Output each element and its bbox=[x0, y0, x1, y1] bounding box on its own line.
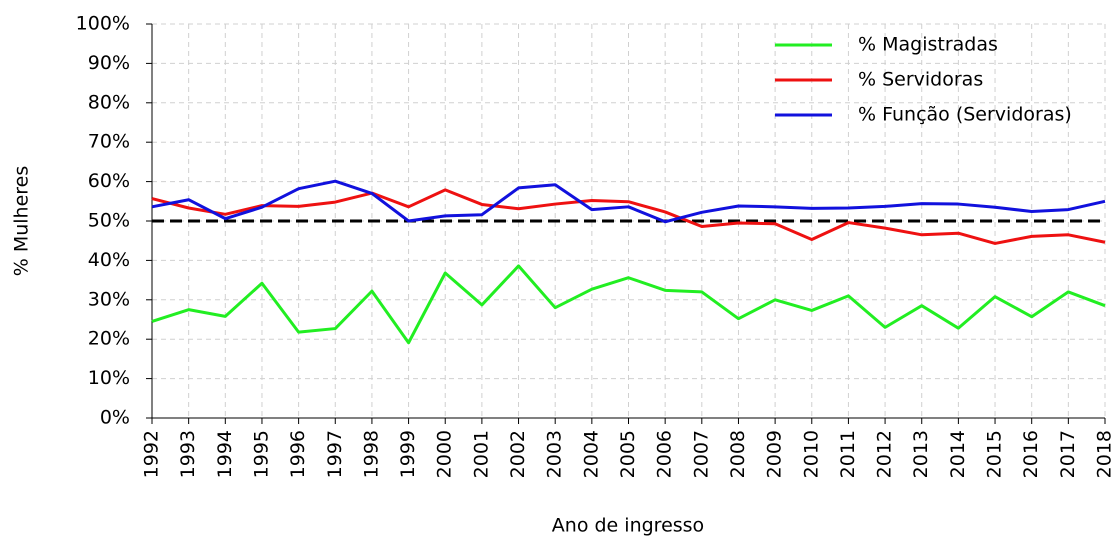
x-tick-label: 2000 bbox=[434, 430, 456, 478]
y-axis-label: % Mulheres bbox=[11, 166, 33, 277]
x-tick-label: 2016 bbox=[1020, 430, 1042, 478]
x-tick-label: 2014 bbox=[947, 430, 969, 478]
x-tick-label: 1998 bbox=[360, 430, 382, 478]
x-tick-label: 2008 bbox=[727, 430, 749, 478]
x-tick-label: 2015 bbox=[984, 430, 1006, 478]
y-tick-label: 20% bbox=[88, 328, 130, 350]
y-tick-label: 10% bbox=[88, 367, 130, 389]
y-tick-label: 100% bbox=[76, 13, 130, 35]
y-tick-label: 60% bbox=[88, 170, 130, 192]
x-axis-label: Ano de ingresso bbox=[552, 515, 704, 537]
x-tick-label: 2005 bbox=[617, 430, 639, 478]
x-tick-label: 2003 bbox=[544, 430, 566, 478]
x-tick-label: 2013 bbox=[910, 430, 932, 478]
x-tick-label: 2009 bbox=[764, 430, 786, 478]
x-tick-label: 2006 bbox=[654, 430, 676, 478]
y-tick-label: 70% bbox=[88, 131, 130, 153]
x-tick-label: 1999 bbox=[397, 430, 419, 478]
legend-label: % Servidoras bbox=[858, 69, 983, 91]
x-tick-label: 1996 bbox=[287, 430, 309, 478]
x-tick-label: 2010 bbox=[800, 430, 822, 478]
y-tick-label: 90% bbox=[88, 52, 130, 74]
series-line bbox=[151, 264, 1106, 345]
x-tick-label: 1997 bbox=[324, 430, 346, 478]
x-tick-label: 1992 bbox=[141, 430, 163, 478]
x-tick-label: 2001 bbox=[470, 430, 492, 478]
y-tick-label: 80% bbox=[88, 91, 130, 113]
y-tick-label: 40% bbox=[88, 249, 130, 271]
series-line bbox=[151, 188, 1106, 245]
x-tick-label: 2002 bbox=[507, 430, 529, 478]
series-line bbox=[151, 179, 1106, 224]
legend-label: % Função (Servidoras) bbox=[858, 104, 1072, 126]
x-tick-label: 1994 bbox=[214, 430, 236, 478]
x-tick-label: 2004 bbox=[580, 430, 602, 478]
y-tick-label: 30% bbox=[88, 288, 130, 310]
x-tick-label: 2007 bbox=[690, 430, 712, 478]
y-tick-label: 50% bbox=[88, 210, 130, 232]
legend-label: % Magistradas bbox=[858, 34, 998, 56]
x-tick-label: 2012 bbox=[874, 430, 896, 478]
x-tick-label: 2011 bbox=[837, 430, 859, 478]
x-tick-label: 2018 bbox=[1094, 430, 1116, 478]
x-tick-label: 1993 bbox=[177, 430, 199, 478]
x-tick-label: 1995 bbox=[250, 430, 272, 478]
x-tick-label: 2017 bbox=[1057, 430, 1079, 478]
y-tick-label: 0% bbox=[100, 407, 130, 429]
